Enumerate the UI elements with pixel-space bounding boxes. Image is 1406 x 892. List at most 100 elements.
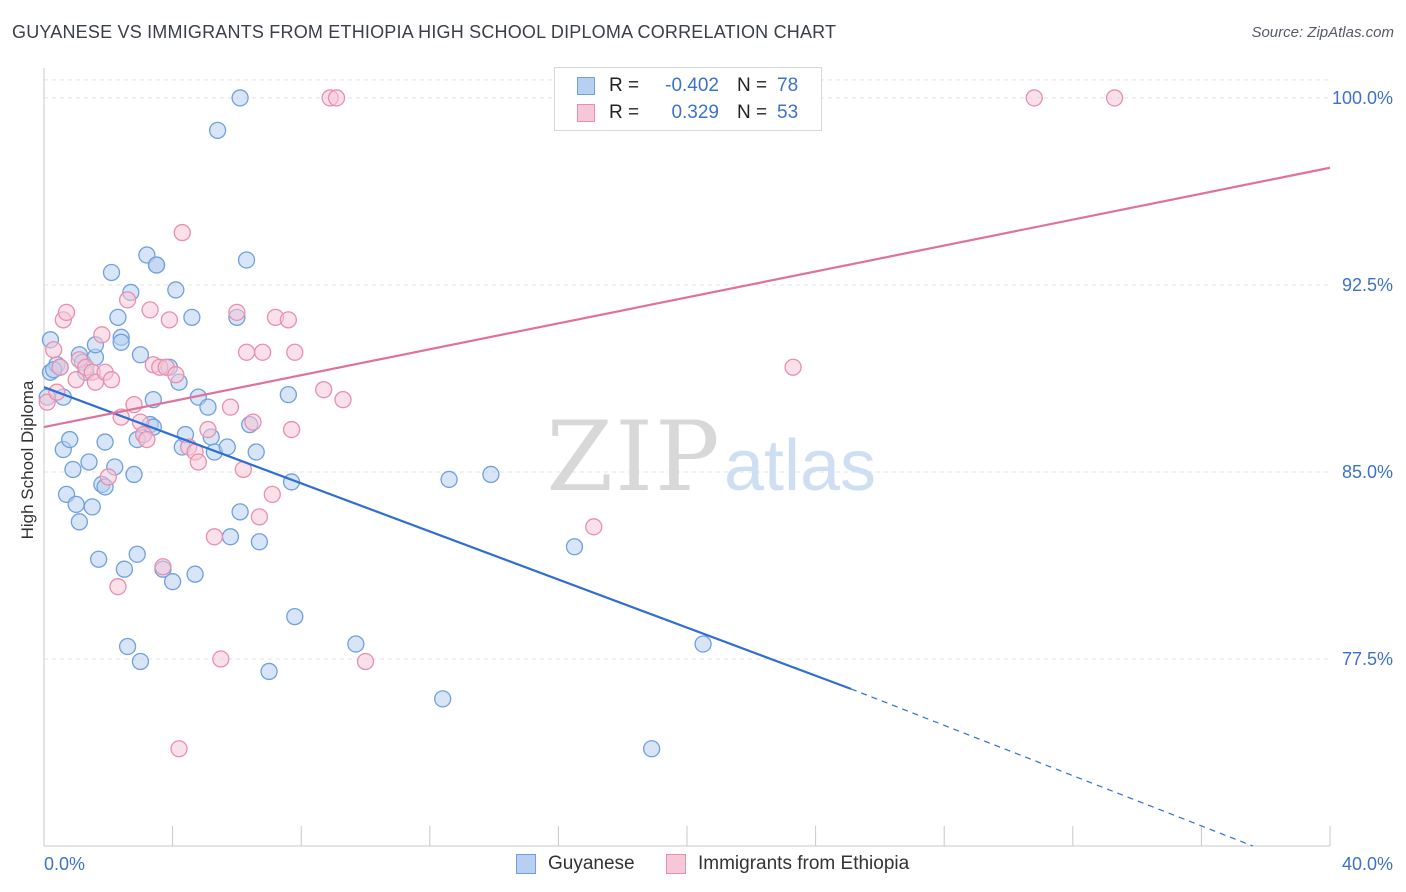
- guyanese-point: [186, 565, 204, 583]
- ethiopia-legend-label: Immigrants from Ethiopia: [698, 853, 910, 874]
- guyanese-point: [90, 550, 108, 568]
- ethiopia-point: [327, 89, 346, 107]
- watermark: ZIP atlas: [546, 401, 876, 513]
- guyanese-trend-line: [43, 386, 852, 690]
- guyanese-point: [131, 652, 150, 671]
- guyanese-point: [118, 637, 137, 656]
- ethiopia-point: [212, 650, 230, 668]
- x-tick-label-min: 0.0%: [44, 854, 85, 874]
- ethiopia-point: [250, 508, 269, 526]
- guyanese-point: [347, 635, 365, 653]
- ethiopia-point: [118, 291, 137, 309]
- guyanese-point: [64, 460, 82, 479]
- ethiopia-trend-line: [43, 166, 1331, 429]
- ethiopia-point: [221, 398, 240, 416]
- ethiopia-n-value: 53: [777, 102, 799, 123]
- guyanese-point: [112, 333, 130, 351]
- watermark-atlas: atlas: [724, 426, 876, 506]
- guyanese-legend-label: Guyanese: [548, 853, 635, 874]
- ethiopia-point: [315, 381, 333, 399]
- y-tick-label: 100.0%: [1332, 88, 1393, 108]
- guyanese-point: [80, 453, 98, 471]
- ethiopia-point: [189, 453, 207, 471]
- guyanese-point: [109, 308, 127, 327]
- y-tick-label: 77.5%: [1342, 649, 1393, 669]
- stats-row-guyanese: R = -0.402 N = 78: [577, 73, 798, 99]
- guyanese-point: [199, 398, 217, 416]
- ethiopia-point: [160, 311, 179, 329]
- ethiopia-point: [173, 223, 191, 242]
- guyanese-point: [260, 662, 278, 681]
- ethiopia-point: [93, 326, 111, 344]
- legend-item-guyanese[interactable]: Guyanese: [516, 850, 635, 878]
- guyanese-point: [247, 443, 265, 461]
- guyanese-point: [128, 545, 146, 563]
- ethiopia-point: [356, 652, 375, 671]
- y-tick-label: 92.5%: [1342, 275, 1393, 295]
- r-label: R =: [609, 75, 640, 96]
- ethiopia-point: [244, 413, 262, 431]
- y-tick-label: 85.0%: [1342, 462, 1393, 482]
- x-tick-label-max: 40.0%: [1342, 854, 1393, 874]
- guyanese-point: [183, 308, 201, 327]
- guyanese-point: [231, 503, 249, 521]
- ethiopia-swatch: [577, 104, 595, 122]
- guyanese-swatch: [577, 77, 595, 95]
- tick-labels: 100.0% 92.5% 85.0% 77.5% 0.0% 40.0%: [44, 88, 1393, 874]
- guyanese-point: [61, 430, 79, 449]
- source-label: Source: ZipAtlas.com: [1251, 24, 1394, 41]
- guyanese-point: [250, 533, 269, 551]
- ethiopia-point: [334, 390, 352, 409]
- axes: [43, 68, 1331, 847]
- ethiopia-point: [286, 343, 304, 361]
- grid-lines: [44, 79, 1330, 660]
- ethiopia-point: [1105, 89, 1124, 107]
- guyanese-point: [102, 263, 121, 282]
- ethiopia-legend-swatch: [666, 854, 686, 874]
- data-points: [38, 89, 1124, 758]
- guyanese-point: [221, 528, 240, 546]
- ethiopia-point: [1025, 89, 1043, 107]
- guyanese-point: [115, 560, 134, 578]
- ethiopia-point: [282, 420, 301, 439]
- ethiopia-point: [99, 468, 117, 486]
- ethiopia-point: [141, 301, 159, 319]
- ethiopia-point: [585, 518, 603, 536]
- ethiopia-point: [57, 303, 76, 322]
- guyanese-point: [694, 635, 712, 653]
- ethiopia-point: [784, 358, 802, 376]
- guyanese-point: [286, 607, 304, 626]
- guyanese-point: [163, 573, 182, 591]
- guyanese-point: [231, 89, 249, 107]
- ethiopia-point: [44, 341, 63, 359]
- ethiopia-point: [237, 343, 256, 361]
- ethiopia-point: [67, 371, 85, 389]
- guyanese-point: [279, 386, 297, 404]
- watermark-zip: ZIP: [546, 401, 721, 513]
- stats-row-ethiopia: R = 0.329 N = 53: [577, 100, 798, 126]
- guyanese-point: [237, 251, 256, 269]
- guyanese-point: [642, 740, 661, 758]
- guyanese-point: [440, 470, 458, 489]
- ethiopia-point: [138, 430, 156, 449]
- ethiopia-point: [263, 485, 281, 504]
- guyanese-point: [131, 346, 150, 364]
- ethiopia-point: [51, 358, 69, 376]
- guyanese-legend-swatch: [516, 854, 536, 874]
- guyanese-r-value: -0.402: [665, 75, 719, 96]
- guyanese-point: [167, 281, 185, 299]
- guyanese-point: [70, 513, 89, 531]
- n-label: N =: [737, 75, 768, 96]
- ethiopia-point: [167, 366, 185, 384]
- ethiopia-point: [253, 343, 272, 361]
- ethiopia-point: [109, 578, 127, 596]
- ethiopia-point: [154, 558, 172, 576]
- ethiopia-point: [228, 303, 246, 322]
- guyanese-point: [482, 465, 500, 484]
- trend-lines: [43, 166, 1331, 847]
- legend-item-ethiopia[interactable]: Immigrants from Ethiopia: [666, 850, 909, 878]
- ethiopia-point: [170, 740, 188, 758]
- guyanese-point: [208, 121, 227, 139]
- guyanese-point: [125, 465, 143, 484]
